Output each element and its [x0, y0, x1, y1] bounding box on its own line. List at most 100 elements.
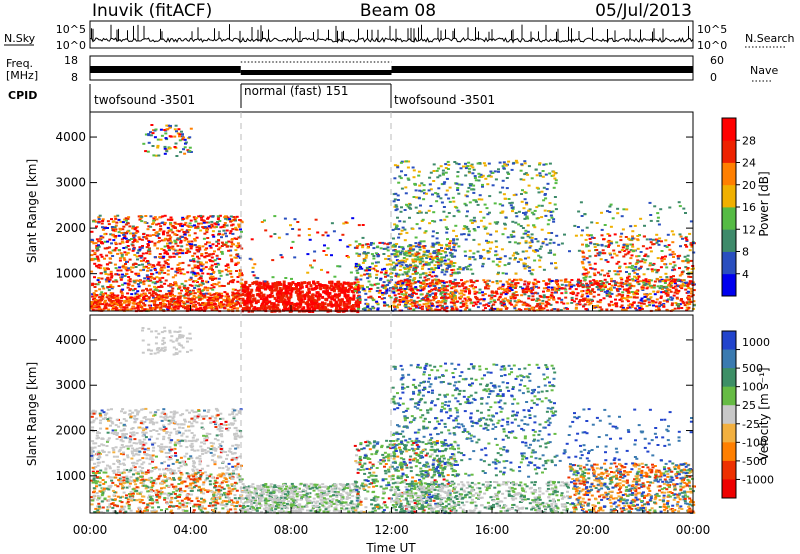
echo-cell — [619, 281, 623, 284]
echo-cell — [163, 129, 167, 131]
echo-cell — [177, 128, 181, 131]
echo-cell — [128, 225, 132, 228]
echo-cell — [121, 228, 125, 231]
echo-cell — [231, 228, 235, 231]
echo-cell — [90, 240, 94, 243]
echo-cell — [362, 252, 366, 255]
echo-cell — [152, 265, 156, 268]
echo-cell — [334, 300, 338, 304]
echo-cell — [501, 233, 505, 236]
echo-cell — [113, 248, 117, 251]
echo-cell — [215, 309, 219, 312]
echo-cell — [359, 274, 363, 277]
echo-cell — [316, 281, 320, 284]
echo-cell — [607, 303, 611, 306]
echo-cell — [268, 295, 272, 299]
echo-cell — [189, 247, 193, 250]
echo-cell — [246, 287, 250, 291]
echo-cell — [537, 191, 541, 194]
echo-cell — [358, 299, 362, 301]
echo-cell — [504, 272, 508, 275]
echo-cell — [637, 301, 641, 304]
echo-cell — [468, 257, 472, 260]
echo-cell — [375, 282, 379, 285]
echo-cell — [504, 305, 507, 308]
echo-cell — [493, 307, 497, 310]
echo-cell — [656, 257, 660, 260]
echo-cell — [128, 280, 132, 283]
echo-cell — [116, 297, 120, 300]
echo-cell — [225, 304, 229, 307]
echo-cell — [675, 292, 679, 295]
echo-cell — [188, 284, 192, 287]
echo-cell — [183, 231, 187, 234]
echo-cell — [355, 246, 359, 249]
echo-cell — [423, 276, 427, 279]
echo-cell — [447, 265, 451, 268]
echo-cell — [148, 292, 152, 295]
echo-cell — [483, 203, 487, 206]
echo-cell — [131, 302, 135, 305]
echo-cell — [250, 238, 254, 241]
echo-cell — [472, 216, 476, 219]
echo-cell — [528, 269, 532, 272]
echo-cell — [212, 283, 216, 286]
echo-cell — [547, 232, 551, 234]
echo-cell — [535, 305, 539, 308]
echo-cell — [204, 292, 208, 295]
echo-cell — [158, 216, 162, 219]
echo-cell — [410, 253, 414, 256]
echo-cell — [627, 250, 631, 253]
echo-cell — [316, 231, 320, 234]
echo-cell — [352, 294, 356, 298]
echo-cell — [459, 301, 463, 304]
echo-cell — [198, 288, 202, 291]
echo-cell — [549, 280, 552, 283]
echo-cell — [238, 274, 242, 277]
echo-cell — [456, 209, 460, 212]
echo-cell — [486, 241, 490, 244]
echo-cell — [170, 300, 174, 303]
echo-cell — [446, 248, 449, 250]
echo-cell — [451, 299, 455, 302]
echo-cell — [165, 128, 169, 131]
echo-cell — [141, 252, 145, 255]
echo-cell — [193, 303, 197, 306]
echo-cell — [171, 287, 175, 290]
echo-cell — [120, 296, 124, 299]
echo-cell — [412, 265, 416, 268]
echo-cell — [588, 263, 592, 266]
echo-cell — [366, 251, 370, 254]
echo-cell — [526, 173, 530, 176]
echo-cell — [389, 296, 393, 299]
echo-cell — [167, 234, 171, 237]
echo-cell — [523, 283, 527, 286]
echo-cell — [476, 162, 480, 165]
echo-cell — [199, 214, 203, 217]
echo-cell — [179, 151, 183, 154]
echo-cell — [356, 307, 360, 310]
echo-cell — [534, 238, 538, 240]
echo-cell — [454, 242, 458, 245]
echo-cell — [133, 299, 137, 302]
echo-cell — [555, 282, 559, 284]
echo-cell — [315, 286, 319, 290]
echo-cell — [509, 204, 513, 207]
echo-cell — [180, 282, 184, 285]
echo-cell — [307, 234, 311, 237]
echo-cell — [241, 293, 245, 296]
echo-cell — [408, 294, 412, 297]
echo-cell — [672, 261, 676, 264]
echo-cell — [200, 281, 204, 284]
echo-cell — [177, 305, 181, 308]
echo-cell — [394, 296, 398, 299]
echo-cell — [101, 242, 105, 245]
echo-cell — [670, 304, 674, 307]
echo-cell — [161, 231, 165, 234]
echo-cell — [156, 241, 160, 244]
echo-cell — [485, 239, 488, 242]
echo-cell — [558, 287, 562, 290]
echo-cell — [100, 255, 104, 258]
echo-cell — [372, 247, 376, 250]
echo-cell — [227, 266, 231, 269]
